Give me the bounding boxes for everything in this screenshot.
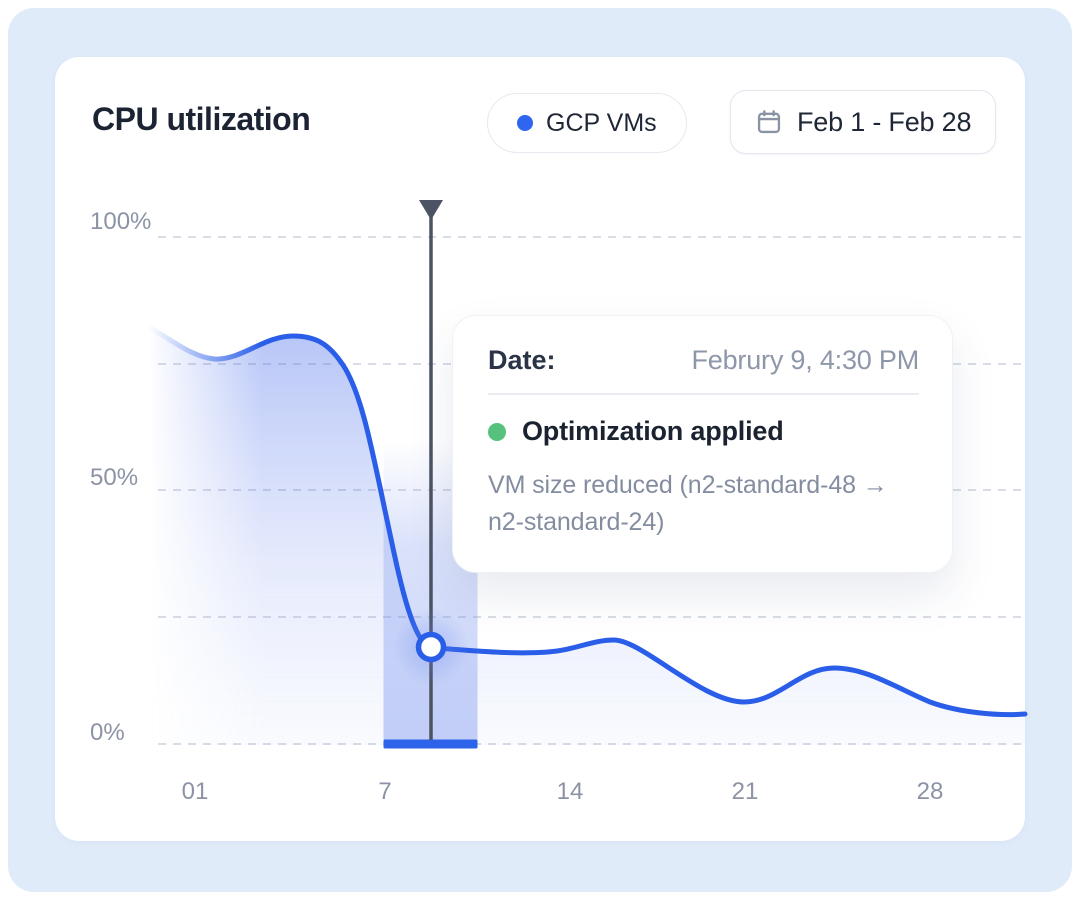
y-tick-0: 0%	[90, 719, 125, 746]
event-status-dot-icon	[488, 422, 506, 441]
legend-pill-gcp-vms[interactable]: GCP VMs	[487, 93, 687, 153]
calendar-icon	[755, 108, 783, 136]
y-tick-100: 100%	[90, 208, 152, 235]
x-tick-21: 21	[731, 778, 759, 805]
x-tick-7: 7	[378, 778, 392, 805]
y-tick-50: 50%	[90, 464, 139, 491]
tooltip-event-detail: VM size reduced (n2-standard-48 → n2-sta…	[488, 471, 888, 536]
date-range-button[interactable]: Feb 1 - Feb 28	[730, 90, 997, 154]
date-range-label: Feb 1 - Feb 28	[797, 106, 972, 137]
event-tooltip: Date: Februry 9, 4:30 PM Optimization ap…	[452, 315, 953, 573]
tooltip-date-label: Date:	[488, 345, 556, 375]
tooltip-date-row: Date: Februry 9, 4:30 PM	[488, 345, 919, 376]
tooltip-date-value: Februry 9, 4:30 PM	[691, 345, 920, 375]
x-tick-14: 14	[556, 778, 584, 805]
tooltip-event-row: Optimization applied	[488, 416, 919, 447]
tooltip-divider	[488, 393, 919, 395]
legend-series-dot-icon	[517, 115, 533, 131]
legend-label: GCP VMs	[546, 108, 657, 137]
x-tick-28: 28	[916, 778, 944, 805]
page-title: CPU utilization	[92, 101, 311, 137]
tooltip-event-title: Optimization applied	[522, 416, 784, 446]
x-tick-01: 01	[181, 778, 209, 805]
